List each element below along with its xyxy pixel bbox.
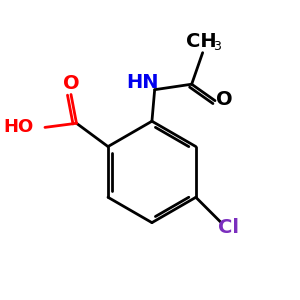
Text: Cl: Cl [218, 218, 239, 237]
Text: HN: HN [126, 73, 159, 92]
Text: CH: CH [186, 32, 217, 51]
Text: HO: HO [4, 118, 34, 136]
Text: O: O [63, 74, 79, 93]
Text: 3: 3 [213, 40, 221, 53]
Text: O: O [216, 90, 233, 109]
